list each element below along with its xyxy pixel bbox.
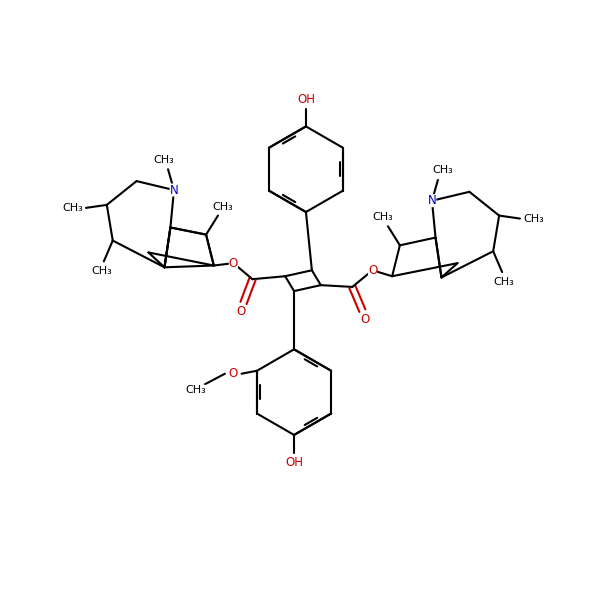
Text: N: N <box>170 184 178 197</box>
Text: CH₃: CH₃ <box>62 203 83 213</box>
Text: N: N <box>428 194 436 207</box>
Text: OH: OH <box>297 93 315 106</box>
Text: CH₃: CH₃ <box>494 277 514 287</box>
Text: O: O <box>361 313 370 326</box>
Text: CH₃: CH₃ <box>432 166 453 175</box>
Text: O: O <box>368 264 377 277</box>
Text: CH₃: CH₃ <box>212 202 233 212</box>
Text: CH₃: CH₃ <box>92 266 112 277</box>
Text: CH₃: CH₃ <box>185 385 206 395</box>
Text: O: O <box>229 367 238 380</box>
Text: CH₃: CH₃ <box>153 155 173 165</box>
Text: O: O <box>229 257 238 269</box>
Text: CH₃: CH₃ <box>523 214 544 224</box>
Text: OH: OH <box>285 456 303 469</box>
Text: CH₃: CH₃ <box>373 212 394 223</box>
Text: O: O <box>236 305 245 318</box>
